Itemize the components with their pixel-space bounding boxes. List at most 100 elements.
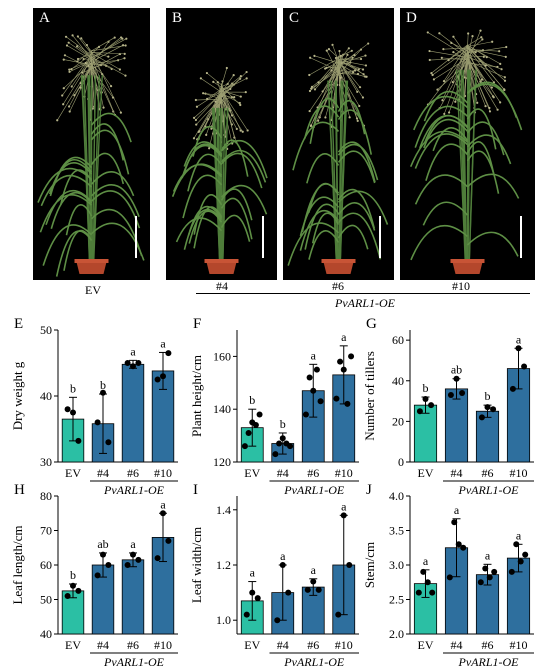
seed-dot — [498, 50, 501, 53]
seed-dot — [358, 86, 362, 89]
seed-dot — [75, 45, 79, 48]
panicle-branch — [221, 71, 247, 97]
panicle-branch — [221, 83, 233, 96]
seed-dot — [313, 88, 317, 91]
leaf — [299, 196, 340, 237]
panicle-branch — [322, 65, 339, 92]
seed-dot — [492, 96, 495, 99]
data-point — [70, 582, 76, 589]
seed-dot — [238, 101, 241, 105]
panicle-branch — [77, 36, 92, 54]
data-point — [484, 404, 491, 411]
panicle-branch — [467, 55, 484, 58]
leaf — [90, 208, 143, 257]
pot — [206, 262, 237, 274]
seed-dot — [310, 87, 313, 90]
seed-dot — [109, 85, 113, 88]
significance-letter: ab — [451, 363, 462, 377]
seed-dot — [70, 67, 73, 71]
seed-dot — [102, 106, 105, 109]
seed-dot — [479, 29, 482, 32]
seed-dot — [452, 35, 455, 38]
bar — [121, 559, 145, 635]
data-point — [348, 353, 355, 360]
data-point — [513, 541, 520, 548]
leaf — [337, 212, 382, 260]
stem — [221, 107, 229, 267]
y-tick-label: 120 — [213, 455, 231, 469]
seed-dot — [431, 73, 434, 77]
leaf — [187, 153, 223, 192]
data-point — [64, 593, 71, 600]
panicle-branch — [453, 51, 468, 61]
leaf — [409, 130, 469, 168]
leaf — [337, 202, 376, 231]
seed-dot — [192, 116, 196, 119]
seed-dot — [488, 110, 492, 113]
seed-dot — [356, 72, 360, 76]
data-point — [517, 558, 524, 565]
data-point — [333, 395, 340, 402]
x-tick-label: EV — [244, 638, 260, 652]
panicle-branch — [213, 81, 222, 88]
seed-dot — [482, 55, 485, 58]
seed-dot — [194, 98, 197, 102]
panicle-branch — [76, 46, 92, 58]
leaf — [414, 133, 469, 169]
significance-letter: a — [516, 528, 522, 542]
leaf — [220, 149, 267, 183]
data-point — [105, 439, 112, 446]
leaf — [307, 182, 340, 214]
panicle-branch — [221, 83, 228, 87]
data-point — [335, 611, 342, 618]
group-label: PvARL1-OE — [458, 483, 520, 497]
leaf — [90, 129, 130, 175]
data-point — [100, 389, 106, 396]
seed-dot — [79, 86, 82, 89]
leaf — [45, 190, 93, 226]
data-point — [304, 586, 311, 593]
photo-group-label: PvARL1-OE — [335, 296, 395, 310]
data-point — [460, 544, 467, 551]
seed-dot — [442, 48, 445, 51]
seed-dot — [61, 94, 64, 97]
seed-dot — [107, 55, 110, 58]
leaf — [410, 225, 469, 261]
leaf — [220, 140, 268, 179]
data-point — [135, 360, 142, 366]
panicle-branch — [91, 37, 115, 52]
data-point — [75, 587, 82, 594]
y-tick-label: 70 — [40, 524, 52, 538]
significance-letter: b — [423, 381, 429, 395]
data-point — [315, 586, 322, 593]
stem — [460, 69, 468, 267]
plant-image — [171, 66, 268, 274]
seed-dot — [499, 101, 502, 104]
leaf — [90, 184, 140, 218]
y-tick-label: 60 — [392, 333, 404, 347]
panicle-branch — [215, 85, 222, 102]
seed-dot — [125, 37, 128, 40]
significance-letter: a — [311, 348, 317, 362]
data-point — [254, 595, 261, 602]
significance-letter: a — [341, 330, 347, 344]
data-point — [252, 422, 259, 429]
leaf — [49, 156, 93, 197]
seed-dot — [428, 58, 431, 62]
pot-rim — [321, 259, 356, 263]
leaf — [309, 97, 340, 144]
data-point — [521, 363, 528, 370]
x-tick-label: #6 — [127, 638, 139, 652]
panicle-branch — [91, 51, 122, 113]
data-point — [420, 568, 427, 575]
data-point — [424, 579, 431, 586]
seed-dot — [361, 96, 365, 99]
pot-rim — [74, 259, 109, 263]
leaf — [220, 139, 249, 177]
significance-letter: a — [160, 497, 166, 511]
data-point — [337, 358, 344, 365]
data-point — [310, 578, 317, 585]
panicle-branch — [196, 90, 222, 108]
seed-dot — [239, 95, 242, 98]
